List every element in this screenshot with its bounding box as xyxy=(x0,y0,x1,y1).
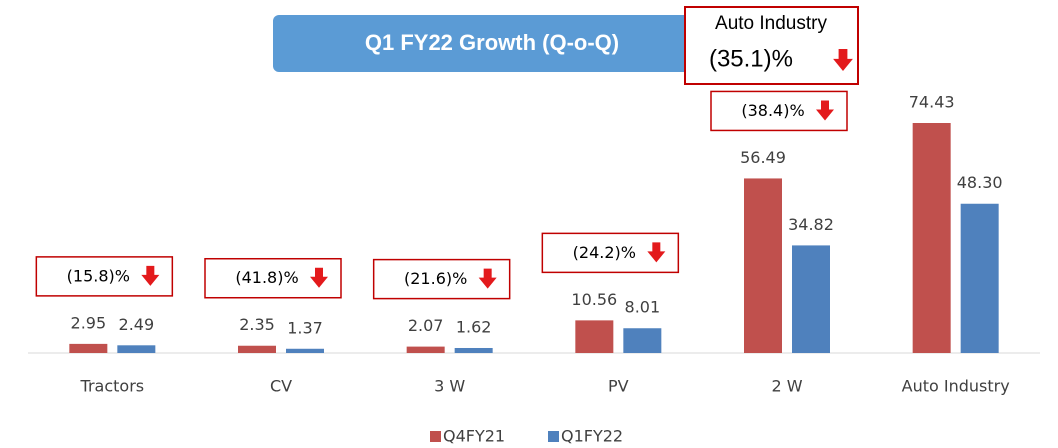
value-label: 48.30 xyxy=(957,173,1003,192)
growth-label: (41.8)% xyxy=(235,268,298,287)
down-arrow xyxy=(647,242,666,263)
x-tick-label: Auto Industry xyxy=(902,377,1010,396)
bar xyxy=(623,328,662,353)
growth-label: (24.2)% xyxy=(573,243,636,262)
value-label: 2.35 xyxy=(239,315,275,334)
down-arrow xyxy=(310,267,328,288)
title-box xyxy=(273,15,711,72)
bar xyxy=(454,347,493,353)
value-label: 56.49 xyxy=(740,148,786,167)
value-label: 34.82 xyxy=(788,215,834,234)
value-label: 10.56 xyxy=(571,290,617,309)
highlight-growth: (35.1)% xyxy=(709,45,793,72)
legend-label: Q1FY22 xyxy=(561,427,623,446)
growth-label: (38.4)% xyxy=(741,101,804,120)
value-label: 1.62 xyxy=(456,317,492,336)
chart-title: Q1 FY22 Growth (Q-o-Q) xyxy=(365,30,619,55)
bar xyxy=(792,245,830,353)
x-tick-label: Tractors xyxy=(80,377,145,396)
x-tick-label: 3 W xyxy=(434,377,465,396)
bar xyxy=(744,178,782,353)
legend-label: Q4FY21 xyxy=(443,427,505,446)
value-label: 74.43 xyxy=(909,93,955,112)
bar xyxy=(286,348,324,353)
growth-label: (15.8)% xyxy=(67,266,130,285)
bar xyxy=(912,123,951,353)
down-arrow xyxy=(816,100,834,121)
down-arrow xyxy=(833,49,853,71)
bar xyxy=(960,203,999,353)
bar xyxy=(575,320,614,353)
x-tick-label: 2 W xyxy=(771,377,802,396)
bar xyxy=(117,345,156,353)
value-label: 2.07 xyxy=(408,316,444,335)
value-label: 1.37 xyxy=(287,318,323,337)
growth-label: (21.6)% xyxy=(404,269,467,288)
value-label: 2.95 xyxy=(71,313,107,332)
x-tick-label: PV xyxy=(608,377,629,396)
bar xyxy=(238,345,276,353)
bar xyxy=(406,346,445,353)
bar xyxy=(69,343,108,353)
x-tick-label: CV xyxy=(270,377,292,396)
legend-swatch xyxy=(548,431,559,442)
down-arrow xyxy=(478,268,497,289)
legend-swatch xyxy=(430,431,441,442)
value-label: 8.01 xyxy=(625,298,661,317)
value-label: 2.49 xyxy=(119,315,155,334)
highlight-box xyxy=(684,6,859,85)
down-arrow xyxy=(141,265,160,286)
highlight-label: Auto Industry xyxy=(715,13,827,34)
